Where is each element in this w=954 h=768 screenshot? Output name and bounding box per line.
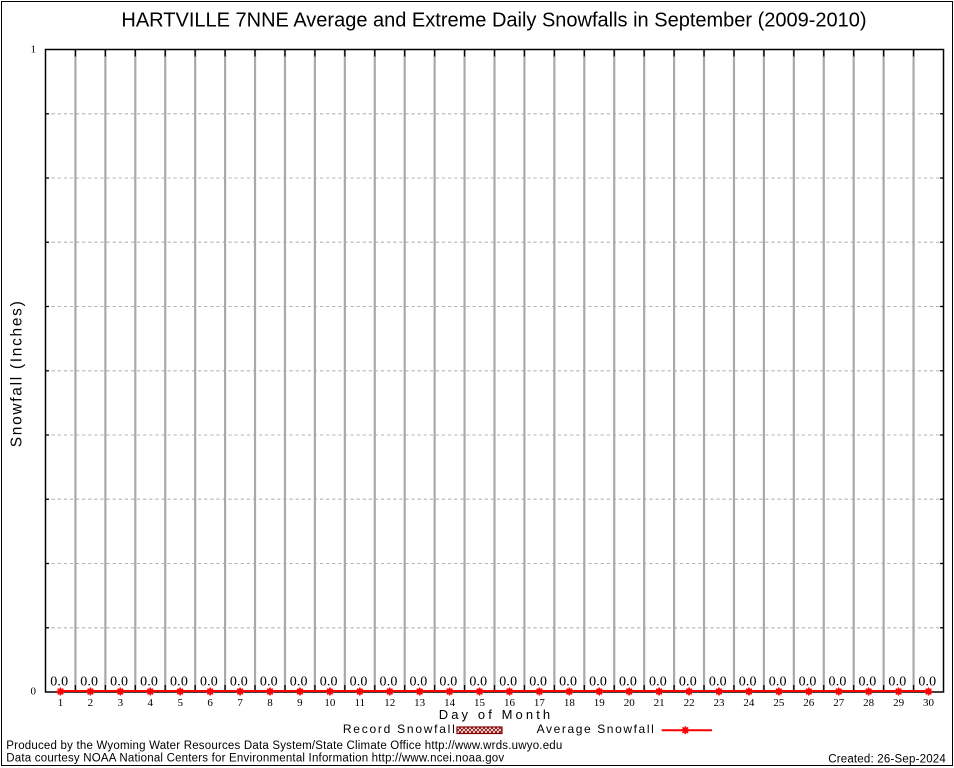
svg-text:11: 11: [355, 697, 366, 709]
svg-text:24: 24: [743, 697, 755, 709]
svg-text:0.0: 0.0: [50, 675, 68, 690]
svg-text:Day of Month: Day of Month: [439, 707, 554, 722]
svg-text:3: 3: [118, 697, 124, 709]
svg-text:4: 4: [148, 697, 154, 709]
svg-text:27: 27: [833, 697, 845, 709]
svg-text:19: 19: [594, 697, 606, 709]
svg-text:9: 9: [297, 697, 303, 709]
svg-text:29: 29: [893, 697, 905, 709]
svg-text:Record Snowfall: Record Snowfall: [343, 722, 457, 736]
svg-text:0.0: 0.0: [499, 675, 517, 690]
svg-text:0.0: 0.0: [320, 675, 338, 690]
svg-text:0.0: 0.0: [679, 675, 697, 690]
svg-text:0.0: 0.0: [888, 675, 906, 690]
svg-text:0.0: 0.0: [769, 675, 787, 690]
svg-text:0.0: 0.0: [140, 675, 158, 690]
svg-text:23: 23: [714, 697, 726, 709]
svg-text:0.0: 0.0: [858, 675, 876, 690]
svg-text:12: 12: [384, 697, 395, 709]
svg-text:0.0: 0.0: [709, 675, 727, 690]
svg-text:0.0: 0.0: [380, 675, 398, 690]
svg-text:22: 22: [684, 697, 695, 709]
svg-text:0.0: 0.0: [469, 675, 487, 690]
svg-text:Data courtesy NOAA National Ce: Data courtesy NOAA National Centers for …: [6, 753, 504, 765]
svg-text:0.0: 0.0: [290, 675, 308, 690]
svg-text:20: 20: [624, 697, 636, 709]
svg-text:10: 10: [324, 697, 336, 709]
svg-text:HARTVILLE 7NNE Average and Ext: HARTVILLE 7NNE Average and Extreme Daily…: [121, 10, 866, 32]
svg-text:2: 2: [88, 697, 94, 709]
svg-text:0.0: 0.0: [559, 675, 577, 690]
svg-text:0.0: 0.0: [529, 675, 547, 690]
svg-text:0.0: 0.0: [649, 675, 667, 690]
svg-text:0.0: 0.0: [829, 675, 847, 690]
svg-text:0.0: 0.0: [619, 675, 637, 690]
svg-text:0: 0: [31, 685, 37, 697]
svg-text:30: 30: [923, 697, 935, 709]
svg-text:0.0: 0.0: [409, 675, 427, 690]
svg-text:0.0: 0.0: [200, 675, 218, 690]
svg-text:6: 6: [207, 697, 213, 709]
svg-text:0.0: 0.0: [739, 675, 757, 690]
svg-text:25: 25: [773, 697, 785, 709]
svg-text:26: 26: [803, 697, 815, 709]
svg-text:16: 16: [504, 697, 516, 709]
svg-text:Produced by the Wyoming Water: Produced by the Wyoming Water Resources …: [6, 740, 562, 752]
svg-text:0.0: 0.0: [918, 675, 936, 690]
svg-text:1: 1: [58, 697, 64, 709]
svg-text:8: 8: [267, 697, 273, 709]
svg-text:1: 1: [31, 44, 37, 56]
svg-text:14: 14: [444, 697, 456, 709]
svg-text:0.0: 0.0: [80, 675, 98, 690]
svg-text:28: 28: [863, 697, 875, 709]
svg-text:0.0: 0.0: [170, 675, 188, 690]
svg-text:18: 18: [564, 697, 576, 709]
svg-text:0.0: 0.0: [230, 675, 248, 690]
svg-text:21: 21: [654, 697, 665, 709]
svg-text:0.0: 0.0: [350, 675, 368, 690]
svg-text:Snowfall (Inches): Snowfall (Inches): [9, 300, 26, 448]
svg-text:13: 13: [414, 697, 426, 709]
svg-text:7: 7: [237, 697, 243, 709]
svg-text:17: 17: [534, 697, 546, 709]
svg-text:5: 5: [177, 697, 183, 709]
svg-text:Created: 26-Sep-2024: Created: 26-Sep-2024: [828, 754, 946, 766]
svg-text:15: 15: [474, 697, 486, 709]
svg-text:Average Snowfall: Average Snowfall: [537, 722, 656, 736]
svg-text:0.0: 0.0: [799, 675, 817, 690]
svg-text:0.0: 0.0: [589, 675, 607, 690]
svg-text:0.0: 0.0: [439, 675, 457, 690]
svg-text:0.0: 0.0: [110, 675, 128, 690]
svg-text:0.0: 0.0: [260, 675, 278, 690]
